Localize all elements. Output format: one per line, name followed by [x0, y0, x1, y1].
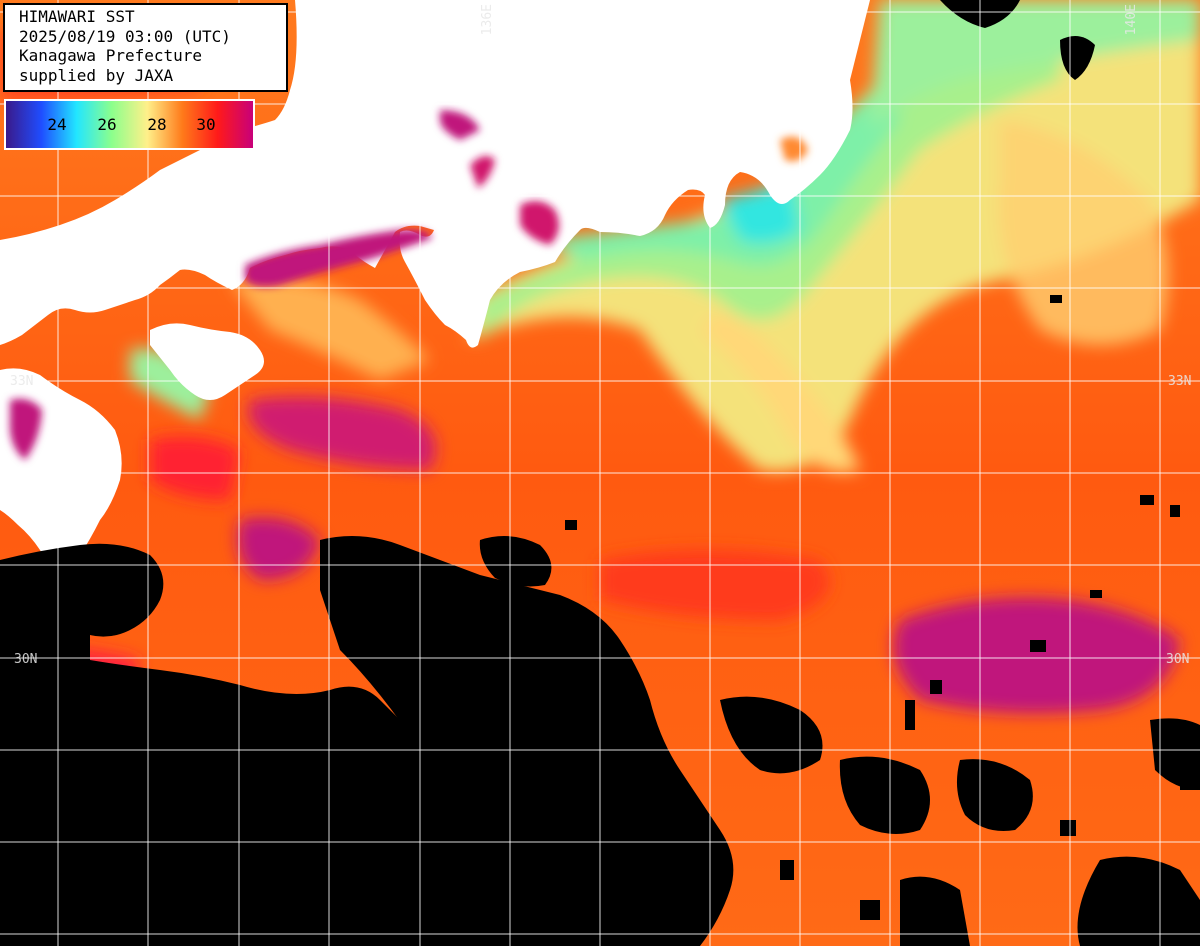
cloud-speckles	[500, 295, 1200, 920]
land-honshu	[0, 0, 870, 348]
map-credit: supplied by JAXA	[19, 65, 174, 85]
coastal-fringes	[10, 110, 808, 460]
lat-label-33n-left: 33N	[10, 374, 34, 389]
info-box: HIMAWARI SST 2025/08/19 03:00 (UTC) Kana…	[3, 3, 288, 92]
map-datetime: 2025/08/19 03:00 (UTC)	[19, 26, 231, 46]
land-izu-island	[556, 0, 620, 20]
temperature-colorbar: 24 26 28 30	[4, 99, 255, 150]
lat-label-33n-right: 33N	[1168, 374, 1192, 389]
colorbar-label-24: 24	[47, 115, 67, 134]
land-kii	[430, 0, 517, 124]
lat-label-30n-left: 30N	[14, 652, 38, 667]
lon-label-140e: 140E	[1124, 4, 1139, 36]
lon-label-136e: 136E	[480, 4, 495, 36]
colorbar-label-28: 28	[147, 115, 167, 134]
lat-label-30n-right: 30N	[1166, 652, 1190, 667]
map-title: HIMAWARI SST	[19, 7, 135, 26]
colorbar-label-30: 30	[196, 115, 216, 134]
colorbar-label-26: 26	[97, 115, 117, 134]
map-region: Kanagawa Prefecture	[19, 46, 203, 65]
